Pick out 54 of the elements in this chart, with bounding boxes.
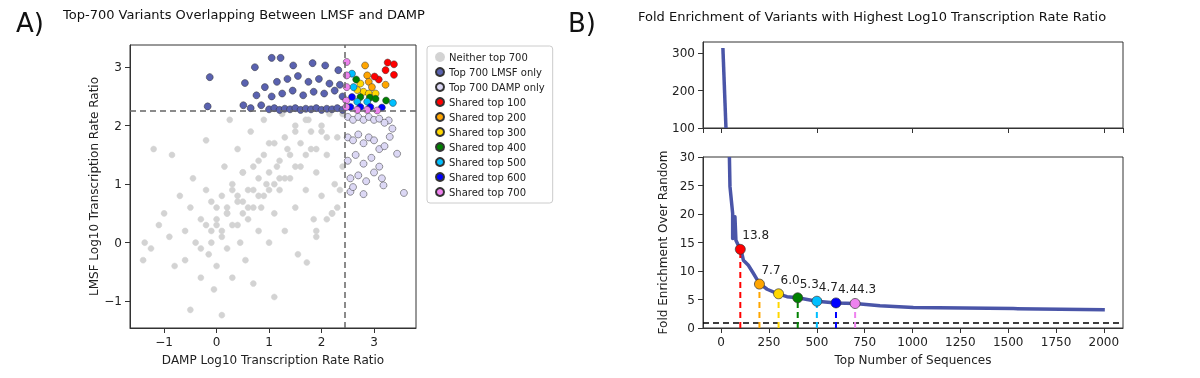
y-tick-label: 100 [672, 121, 695, 135]
legend-label: Neither top 700 [449, 51, 528, 63]
x-tick-label: 1250 [945, 335, 976, 349]
y-tick-label: 200 [672, 83, 695, 98]
y-tick-label: 1 [114, 177, 122, 192]
y-tick-label: 0 [114, 235, 122, 250]
y-tick-label: 10 [679, 264, 695, 278]
legend-label: Shared top 300 [449, 126, 527, 138]
y-tick-label: 25 [679, 178, 695, 193]
y-tick-label: 2 [114, 118, 122, 133]
y-tick-label: 20 [679, 207, 695, 221]
legend-label: Shared top 700 [449, 186, 527, 198]
legend-label: Shared top 200 [449, 111, 527, 123]
y-tick-label: 300 [672, 46, 695, 61]
x-tick-label: 1500 [992, 335, 1024, 349]
y-axis-title: Fold Enrichment Over Random [655, 150, 670, 335]
x-axis-title: Top Number of Sequences [833, 353, 992, 367]
x-tick-label: 1 [265, 335, 273, 349]
data-label: 4.3 [857, 282, 877, 297]
x-tick-label: 500 [805, 335, 829, 349]
y-tick-label: 5 [687, 292, 695, 307]
legend-label: Shared top 400 [449, 141, 527, 153]
y-tick-label: 0 [687, 321, 695, 335]
legend-label: Shared top 600 [449, 171, 527, 183]
data-label: 13.8 [742, 228, 770, 243]
x-axis-title: DAMP Log10 Transcription Rate Ratio [161, 353, 385, 367]
y-tick-label: −1 [104, 294, 122, 309]
x-tick-label: 0 [717, 335, 725, 349]
data-label: 4.7 [818, 280, 838, 295]
x-tick-label: 250 [757, 335, 781, 349]
y-tick-label: 30 [679, 150, 695, 164]
data-label: 4.4 [837, 281, 858, 296]
y-tick-label: 15 [679, 235, 695, 250]
x-tick-label: 3 [370, 335, 378, 349]
text: A) [16, 8, 44, 38]
legend-label: Shared top 500 [449, 156, 527, 168]
legend-label: Top 700 LMSF only [448, 66, 543, 78]
chart-title: Fold Enrichment of Variants with Highest Log10 Transcription Rate Ratio [638, 9, 1107, 24]
text: B) [568, 8, 596, 38]
data-label: 6.0 [780, 272, 800, 287]
y-axis-title: LMSF Log10 Transcription Rate Ratio [87, 76, 101, 297]
legend-label: Top 700 DAMP only [448, 81, 545, 93]
x-tick-label: 1000 [897, 335, 928, 349]
x-tick-label: 750 [853, 335, 877, 349]
y-tick-label: 3 [114, 60, 122, 75]
x-tick-label: 0 [212, 335, 221, 349]
x-tick-label: −1 [155, 335, 173, 349]
data-label: 7.7 [761, 263, 781, 278]
chart-title: Top-700 Variants Overlapping Between LMSF and DAMP [62, 7, 425, 22]
data-label: 5.3 [799, 276, 819, 291]
legend-label: Shared top 100 [449, 96, 527, 108]
x-tick-label: 1750 [1040, 335, 1072, 349]
x-tick-label: 2 [317, 335, 326, 349]
x-tick-label: 2000 [1088, 335, 1120, 349]
